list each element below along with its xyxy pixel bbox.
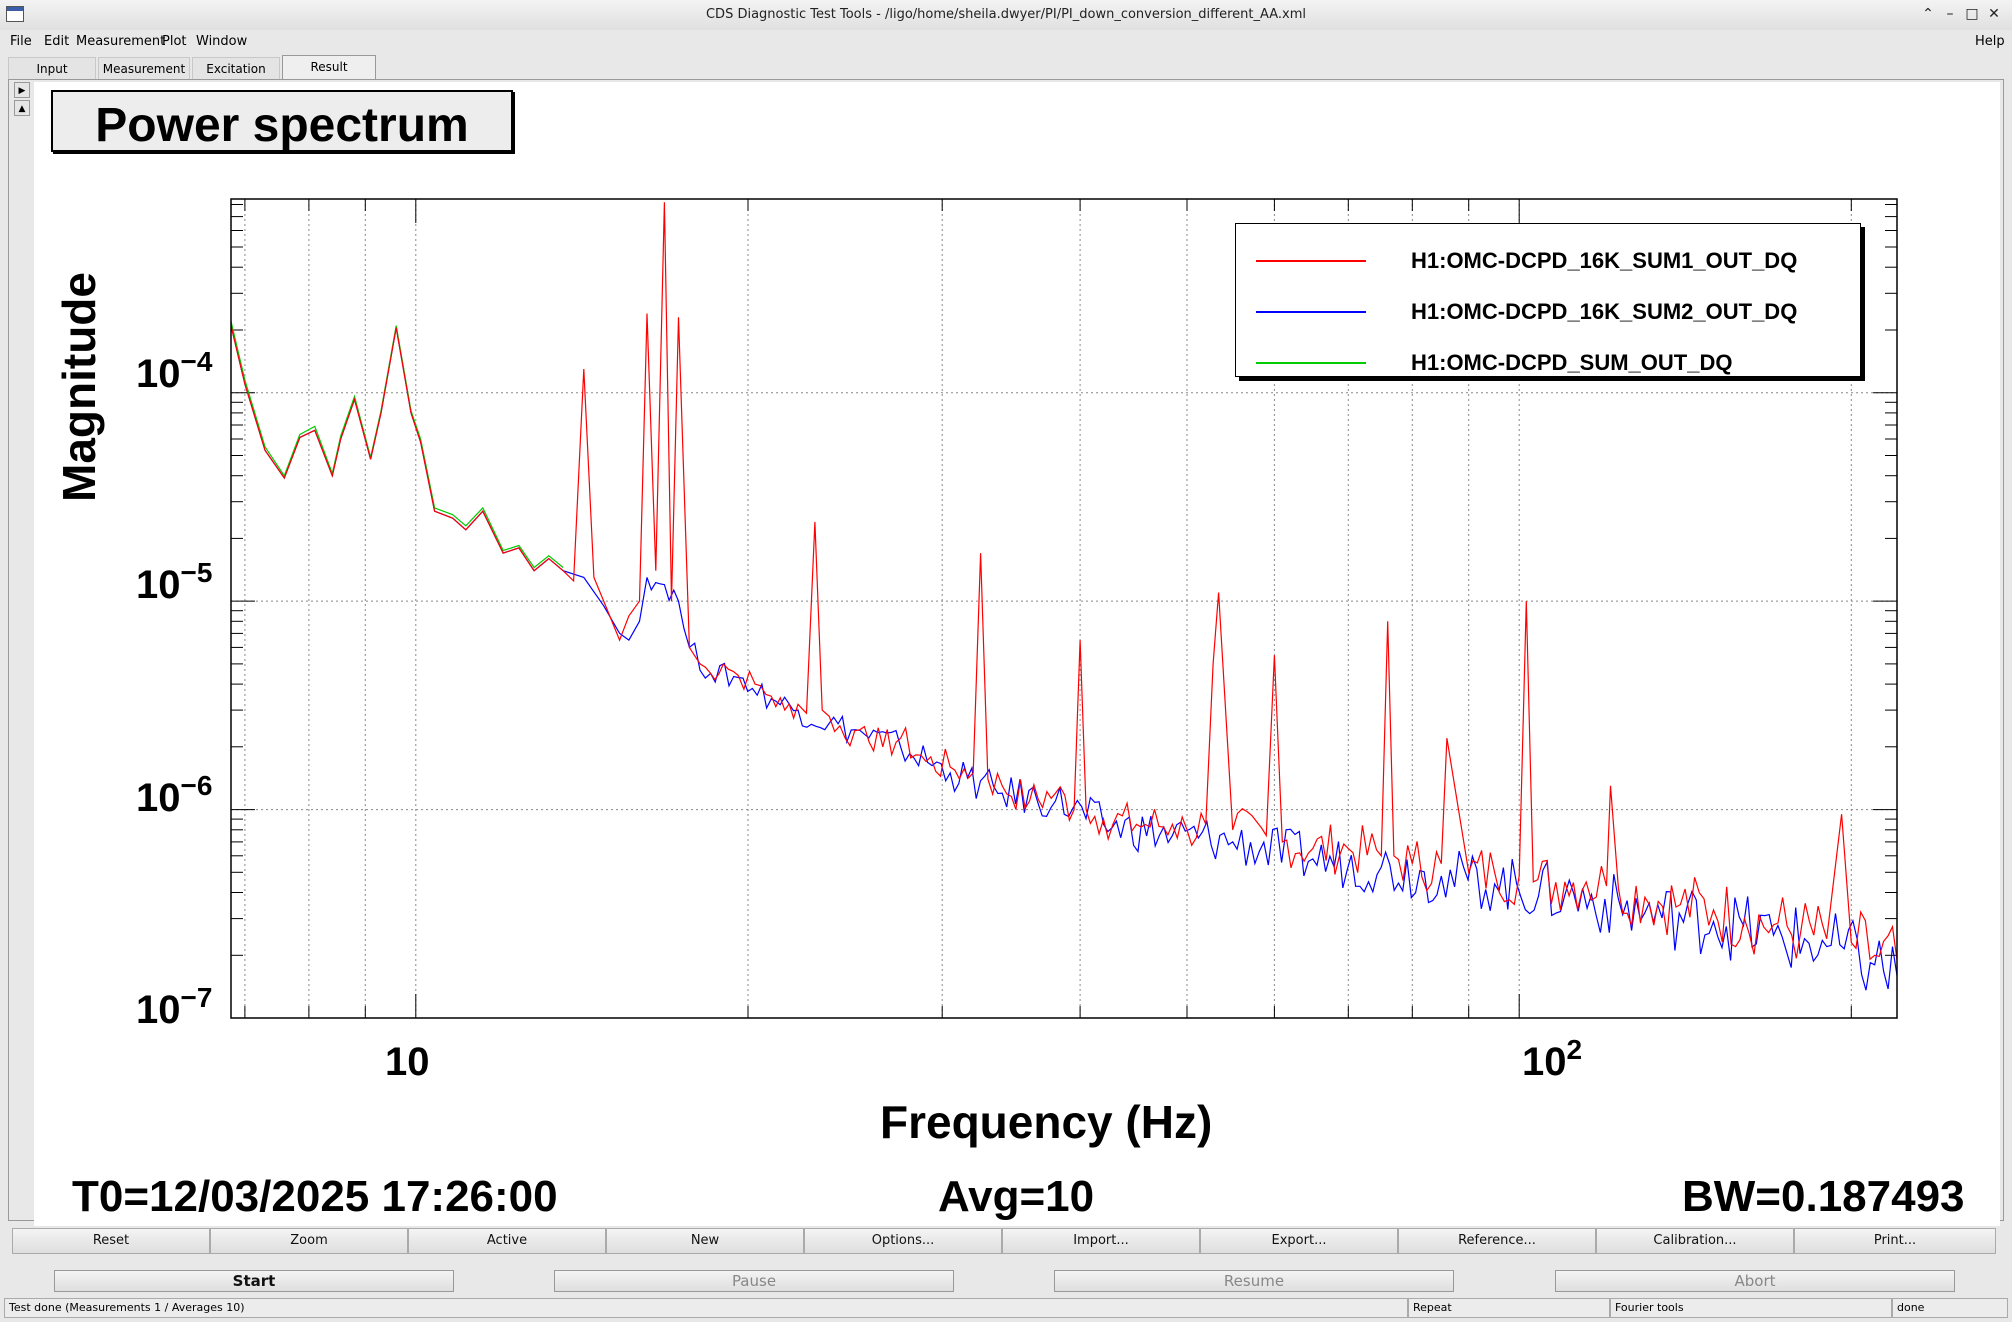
legend-label-sum1: H1:OMC-DCPD_16K_SUM1_OUT_DQ [1411, 248, 1798, 273]
x-tick-label-10: 10 [385, 1040, 430, 1084]
minimize-icon[interactable]: ⌃ [1922, 6, 1934, 22]
t0-readout: T0=12/03/2025 17:26:00 [72, 1172, 558, 1221]
menu-measurement[interactable]: Measurement [76, 34, 166, 49]
status-message: Test done (Measurements 1 / Averages 10) [4, 1298, 1408, 1318]
x-axis-label: Frequency (Hz) [880, 1096, 1213, 1148]
zoom-button[interactable]: Zoom [210, 1228, 408, 1254]
status-repeat: Repeat [1408, 1298, 1610, 1318]
y-tick-label-1e-7: 10−7 [136, 982, 213, 1032]
x-tick-label-100: 102 [1522, 1034, 1583, 1084]
plot-button-row: Reset Zoom Active New Options... Import.… [12, 1228, 1996, 1254]
scroll-right-icon[interactable]: ▶ [14, 82, 30, 98]
status-state: done [1892, 1298, 2008, 1318]
plot-title-box: Power spectrum [51, 90, 513, 152]
new-button[interactable]: New [606, 1228, 804, 1254]
reference-button[interactable]: Reference... [1398, 1228, 1596, 1254]
start-button[interactable]: Start [54, 1270, 454, 1292]
import-button[interactable]: Import... [1002, 1228, 1200, 1254]
plot-frame [230, 198, 1898, 1019]
y-axis-label: Magnitude [53, 272, 105, 502]
y-tick-label-1e-4: 10−4 [136, 346, 213, 396]
tab-measurement[interactable]: Measurement [98, 57, 190, 79]
y-tick-label-1e-6: 10−6 [136, 770, 213, 820]
tab-input[interactable]: Input [8, 57, 96, 79]
print-button[interactable]: Print... [1794, 1228, 1996, 1254]
plot-title: Power spectrum [95, 99, 469, 152]
minimize-button[interactable]: – [1946, 6, 1954, 22]
scroll-up-icon[interactable]: ▲ [14, 100, 30, 116]
export-button[interactable]: Export... [1200, 1228, 1398, 1254]
abort-button[interactable]: Abort [1555, 1270, 1955, 1292]
resume-button[interactable]: Resume [1054, 1270, 1454, 1292]
chart-legend[interactable]: H1:OMC-DCPD_16K_SUM1_OUT_DQ H1:OMC-DCPD_… [1235, 223, 1861, 377]
status-bar: Test done (Measurements 1 / Averages 10)… [4, 1298, 2008, 1318]
close-button[interactable]: ✕ [1988, 6, 2000, 22]
series-line-sum [230, 321, 564, 569]
legend-label-sum2: H1:OMC-DCPD_16K_SUM2_OUT_DQ [1411, 299, 1798, 324]
active-button[interactable]: Active [408, 1228, 606, 1254]
menu-file[interactable]: File [10, 34, 32, 49]
menu-plot[interactable]: Plot [162, 34, 187, 49]
calibration-button[interactable]: Calibration... [1596, 1228, 1794, 1254]
avg-readout: Avg=10 [938, 1172, 1095, 1221]
menu-edit[interactable]: Edit [44, 34, 70, 49]
y-tick-label-1e-5: 10−5 [136, 557, 213, 607]
legend-swatch-sum [1256, 362, 1366, 364]
tab-result[interactable]: Result [282, 55, 376, 79]
menu-bar: File Edit Measurement Plot Window Help [0, 30, 2012, 54]
legend-label-sum: H1:OMC-DCPD_SUM_OUT_DQ [1411, 350, 1733, 375]
maximize-button[interactable]: □ [1965, 6, 1979, 22]
options-button[interactable]: Options... [804, 1228, 1002, 1254]
menu-window[interactable]: Window [196, 34, 248, 49]
legend-swatch-sum2 [1256, 311, 1366, 313]
tab-excitation[interactable]: Excitation [192, 57, 280, 79]
series-line-sum1 [230, 202, 1898, 961]
window-title: CDS Diagnostic Test Tools - /ligo/home/s… [705, 7, 1307, 22]
reset-button[interactable]: Reset [12, 1228, 210, 1254]
status-tool: Fourier tools [1610, 1298, 1892, 1318]
menu-help[interactable]: Help [1975, 34, 2005, 49]
app-window-icon[interactable] [6, 6, 24, 22]
bw-readout: BW=0.187493 [1682, 1172, 1965, 1221]
legend-swatch-sum1 [1256, 260, 1366, 262]
pause-button[interactable]: Pause [554, 1270, 954, 1292]
